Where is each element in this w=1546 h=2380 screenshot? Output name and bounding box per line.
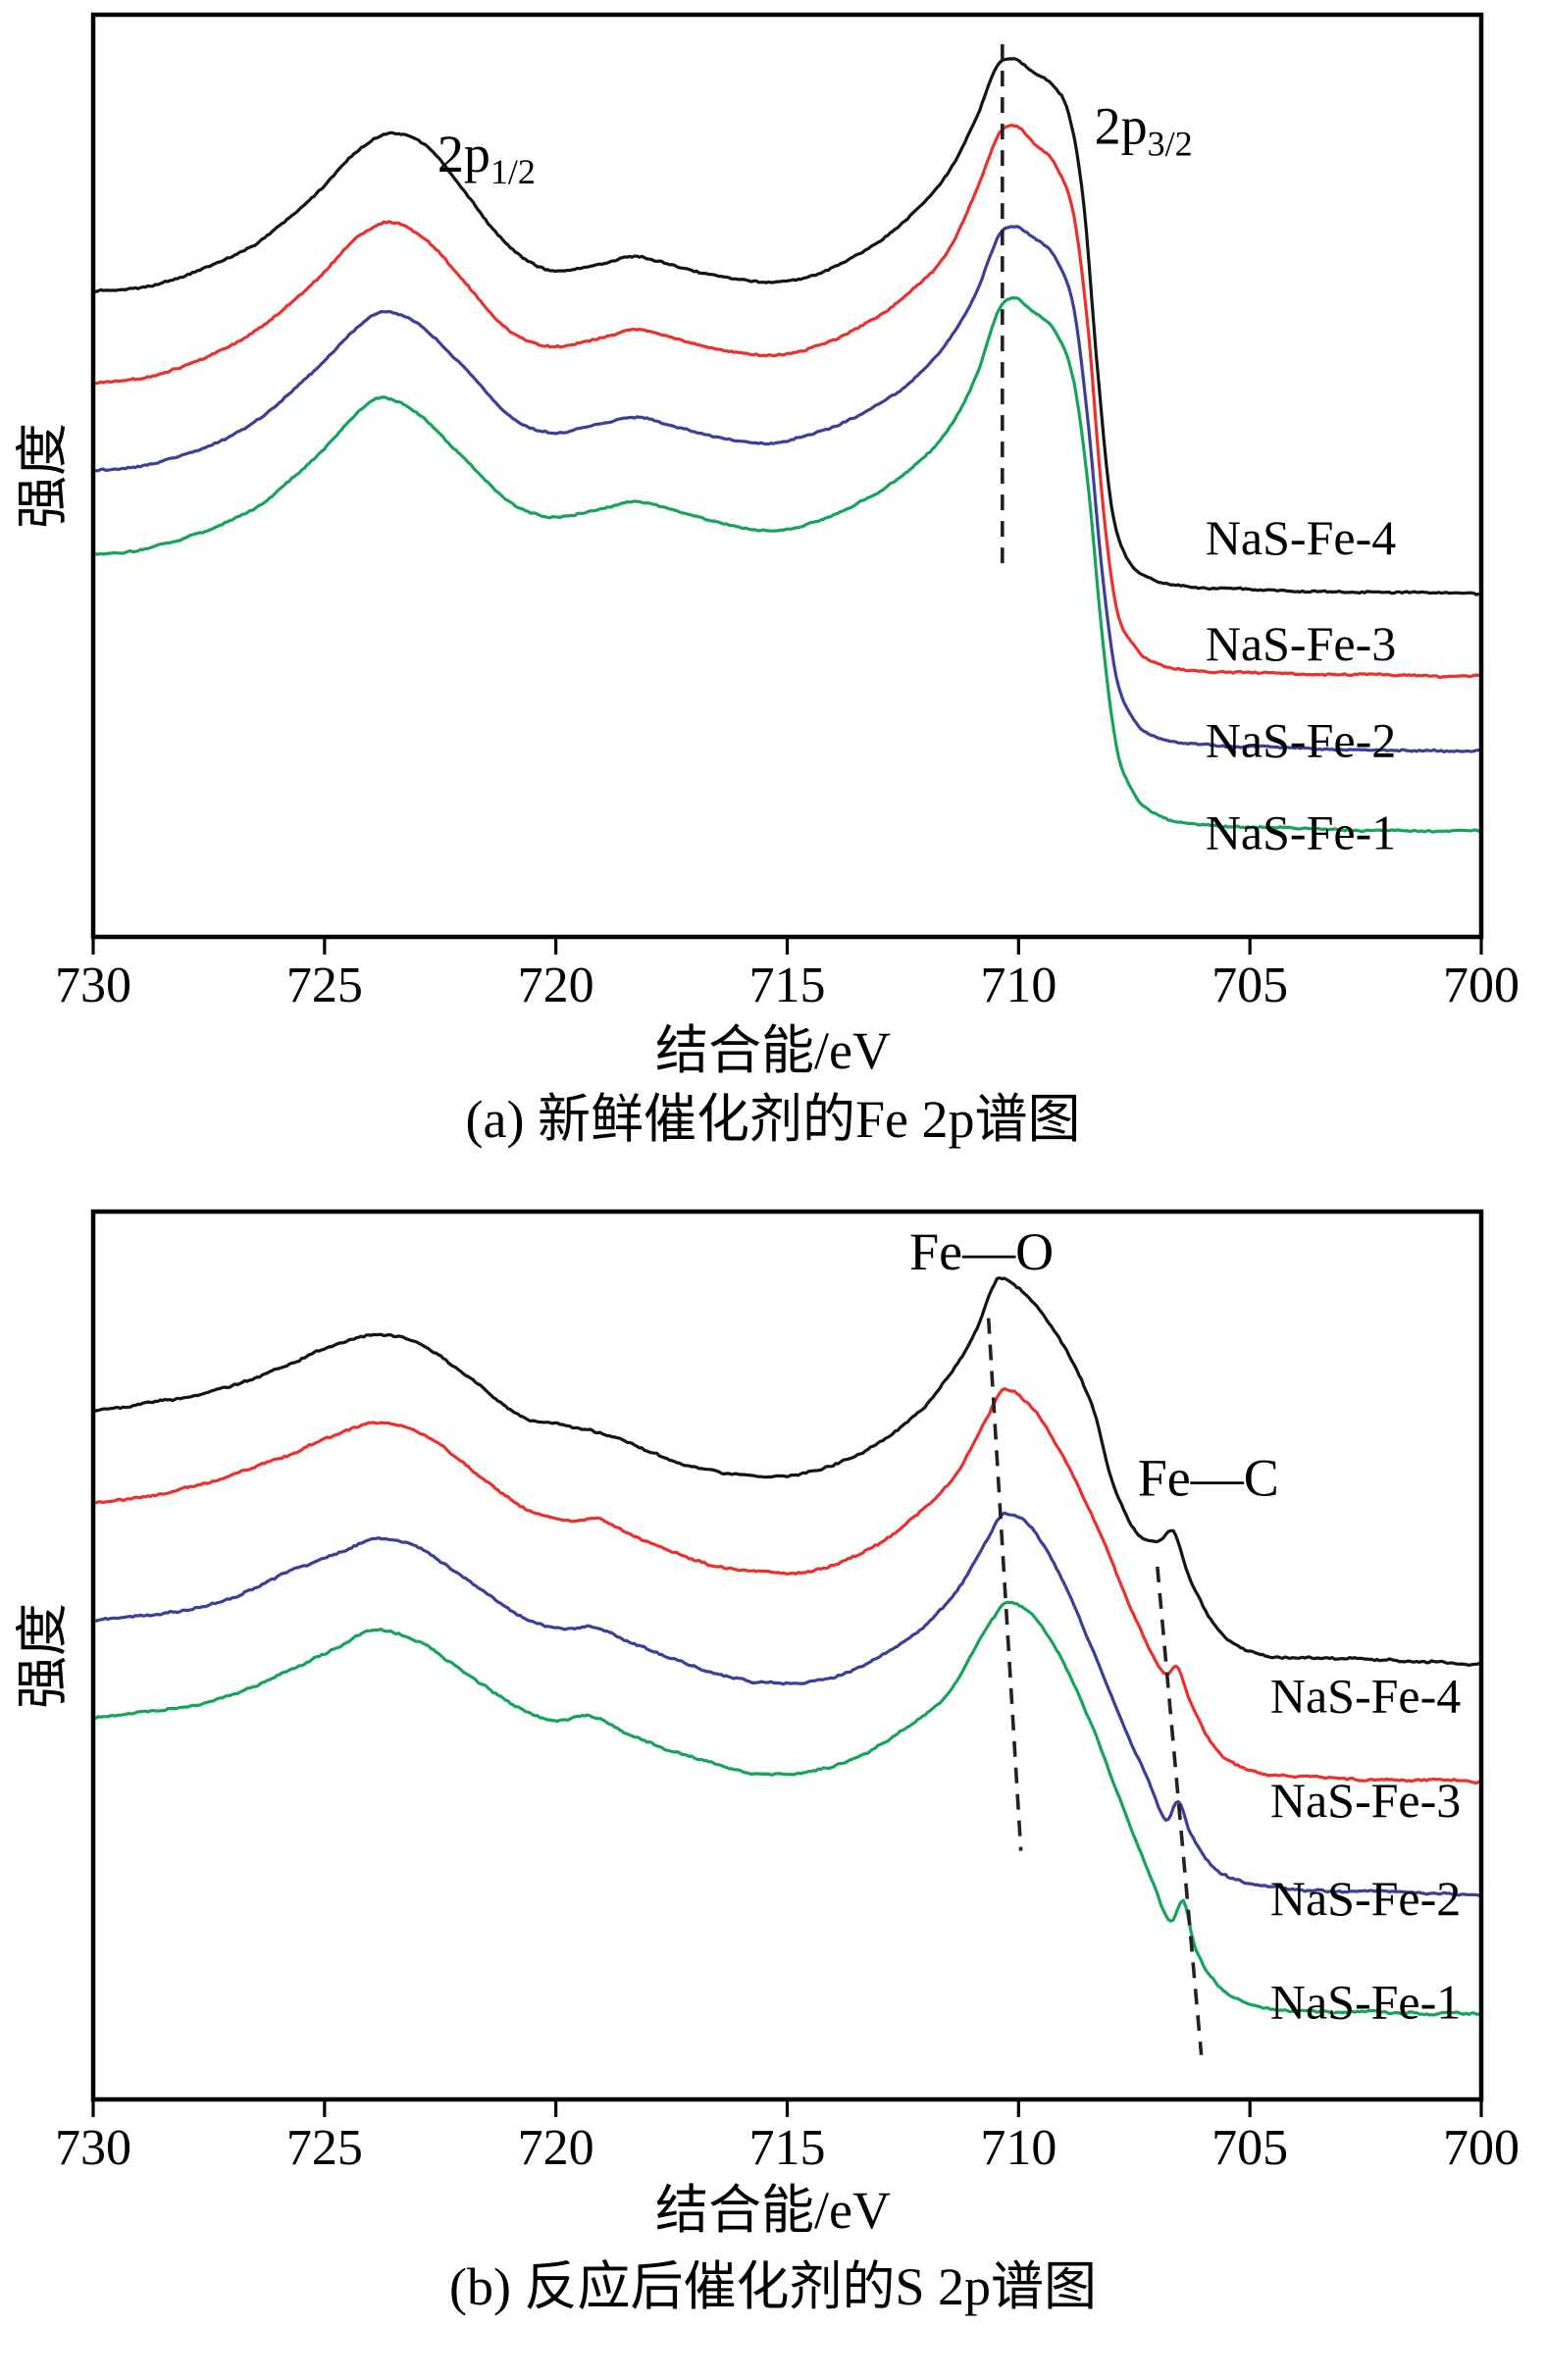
curves-panel-a xyxy=(95,57,1479,834)
x-tick-label-730-panel-b: 730 xyxy=(55,2120,131,2176)
x-tick-label-715-panel-b: 715 xyxy=(749,2120,826,2176)
x-tick-label-725-panel-a: 725 xyxy=(286,957,363,1013)
panel-b: Fe—O Fe—C NaS-Fe-4 NaS-Fe-3 NaS-Fe-2 NaS-Fe-1… xyxy=(55,1209,1520,2176)
series-label-nas-fe-3: NaS-Fe-3 xyxy=(1206,616,1396,671)
annotation-fe-o: Fe—O xyxy=(909,1222,1054,1281)
spectrum-nas-fe-4-panel-a xyxy=(95,57,1479,596)
series-label-nas-fe-1: NaS-Fe-1 xyxy=(1206,805,1396,860)
spectrum-nas-fe-2-panel-b xyxy=(95,1511,1479,1897)
spectrum-nas-fe-1-panel-b xyxy=(95,1600,1479,2017)
x-tick-label-725-panel-b: 725 xyxy=(286,2120,363,2176)
peak-guide-dashed-line-1-panel-b xyxy=(986,1318,1023,1851)
spectrum-nas-fe-3-panel-b xyxy=(95,1387,1479,1785)
panel-a: 2p1/2 2p3/2 NaS-Fe-4 NaS-Fe-3 NaS-Fe-2 NaS-Fe… xyxy=(55,12,1520,1013)
y-axis-label-panel-a: 强度 xyxy=(13,423,73,529)
spectrum-nas-fe-2-panel-a xyxy=(95,225,1479,753)
plot-border-panel-a xyxy=(90,12,1484,940)
series-label-nas-fe-2: NaS-Fe-2 xyxy=(1270,1871,1461,1926)
x-tick-label-710-panel-a: 710 xyxy=(980,957,1056,1013)
series-label-nas-fe-4: NaS-Fe-4 xyxy=(1270,1668,1461,1723)
spectrum-nas-fe-4-panel-b xyxy=(95,1276,1479,1667)
x-tick-label-700-panel-a: 700 xyxy=(1443,957,1520,1013)
caption-panel-b: (b) 反应后催化剂的S 2p谱图 xyxy=(449,2257,1097,2316)
spectrum-nas-fe-1-panel-a xyxy=(95,296,1479,834)
x-tick-label-700-panel-b: 700 xyxy=(1443,2120,1520,2176)
x-tick-label-720-panel-a: 720 xyxy=(518,957,594,1013)
peak-guide-dashed-line-2-panel-b xyxy=(1156,1566,1204,2055)
x-tick-label-715-panel-a: 715 xyxy=(749,957,826,1013)
x-axis-label-panel-b: 结合能/eV xyxy=(655,2181,891,2240)
curves-panel-b xyxy=(95,1276,1479,2017)
spectrum-nas-fe-3-panel-a xyxy=(95,124,1479,679)
series-label-nas-fe-4: NaS-Fe-4 xyxy=(1206,510,1396,565)
x-tick-label-705-panel-a: 705 xyxy=(1211,957,1288,1013)
x-tick-label-705-panel-b: 705 xyxy=(1211,2120,1288,2176)
annotation-fe-c: Fe—C xyxy=(1138,1449,1279,1508)
x-tick-label-720-panel-b: 720 xyxy=(518,2120,594,2176)
series-label-nas-fe-2: NaS-Fe-2 xyxy=(1206,713,1396,768)
x-tick-label-710-panel-b: 710 xyxy=(980,2120,1056,2176)
x-tick-label-730-panel-a: 730 xyxy=(55,957,131,1013)
annotation-2p3-2: 2p3/2 xyxy=(1095,97,1193,164)
series-label-nas-fe-3: NaS-Fe-3 xyxy=(1270,1773,1461,1828)
plot-border-panel-b xyxy=(90,1209,1484,2102)
y-axis-label-panel-b: 强度 xyxy=(13,1603,73,1709)
caption-panel-a: (a) 新鲜催化剂的Fe 2p谱图 xyxy=(465,1090,1081,1149)
series-label-nas-fe-1: NaS-Fe-1 xyxy=(1270,1975,1461,2030)
x-axis-label-panel-a: 结合能/eV xyxy=(655,1021,891,1080)
annotation-2p1-2: 2p1/2 xyxy=(438,125,536,191)
